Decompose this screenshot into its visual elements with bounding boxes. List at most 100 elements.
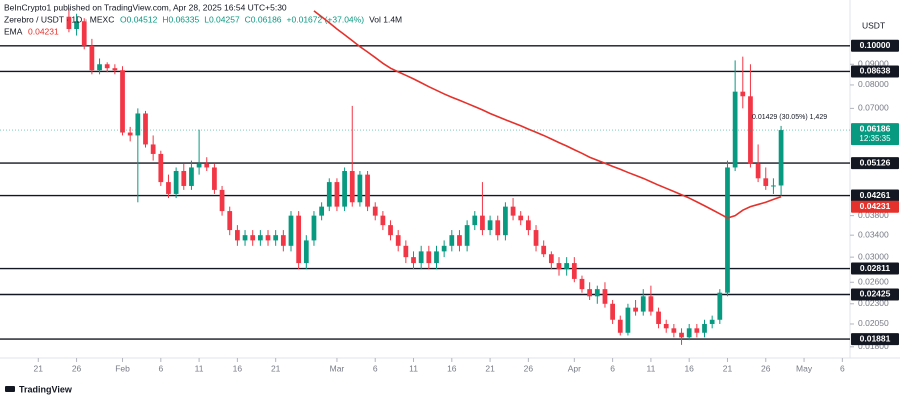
candle-body (74, 21, 79, 30)
candle-body (334, 182, 340, 207)
candle-body (189, 167, 194, 186)
ema-legend-value: 0.04231 (28, 26, 59, 36)
logo-mark (5, 386, 15, 392)
level-label: 0.05126 (860, 157, 891, 167)
candle-body (273, 235, 279, 241)
countdown: 12:35:35 (859, 134, 891, 143)
candle-body (418, 251, 424, 264)
candle-body (633, 307, 638, 312)
candle-body (548, 254, 554, 264)
y-tick-label: 0.03000 (858, 251, 889, 261)
candle-body (694, 328, 700, 333)
candle-body (579, 278, 585, 290)
candle-body (127, 132, 133, 136)
candle-body (235, 230, 240, 241)
candle-body (587, 289, 593, 297)
candle-body (380, 215, 386, 226)
last-price-label: 0.06186 (860, 123, 891, 133)
candle-body (135, 113, 141, 136)
legend-ohlc: +0.01672 (+37.04%) (287, 14, 365, 24)
candle-body (319, 206, 324, 216)
last-price-box (851, 123, 899, 146)
y-tick-label: 0.02300 (858, 298, 889, 308)
candle-body (81, 21, 87, 46)
level-label: 0.02811 (860, 263, 891, 273)
y-tick-label: 0.09000 (858, 59, 889, 69)
x-tick-label: Mar (330, 363, 345, 373)
level-label: 0.10000 (860, 40, 891, 50)
candle-body (541, 245, 547, 255)
x-tick-label: 26 (524, 363, 534, 373)
level-label-box (851, 288, 899, 301)
ema-label-box (851, 200, 899, 213)
y-tick-label: 0.03400 (858, 229, 889, 239)
candle-body (457, 235, 462, 246)
candle-body (372, 206, 378, 216)
x-tick-label: 11 (195, 363, 204, 373)
candle-body (196, 163, 202, 168)
x-tick-label: 16 (684, 363, 694, 373)
candle-body (602, 289, 608, 304)
candle-body (204, 163, 210, 168)
level-label: 0.08638 (860, 66, 891, 76)
x-tick-label: Apr (568, 363, 581, 373)
candle-body (464, 225, 470, 246)
candle-body (158, 153, 164, 183)
candle-body (571, 263, 577, 279)
level-label: 0.02425 (860, 289, 891, 299)
published-note: BeInCrypto1 published on TradingView.com… (4, 2, 287, 12)
candle-body (426, 251, 432, 264)
candle-body (449, 235, 455, 246)
candle-body (686, 328, 692, 338)
x-tick-label: 26 (761, 363, 771, 373)
x-tick-label: 6 (373, 363, 378, 373)
candle-body (533, 230, 539, 246)
candle-body (518, 215, 524, 221)
legend-ohlc: Vol 1.4M (369, 14, 402, 24)
measure-annotation: 0.01429 (30.05%) 1,429 (752, 114, 827, 121)
symbol: Zerebro / USDT · 1D · MEXC (4, 14, 114, 24)
candle-body (679, 332, 684, 338)
candle-body (181, 171, 187, 186)
candle-body (250, 235, 256, 241)
candle-body (487, 220, 493, 231)
ema-legend: EMA (4, 26, 23, 36)
candle-body (66, 16, 72, 30)
candle-body (342, 171, 347, 207)
candle-body (143, 113, 148, 145)
candle-body (112, 68, 118, 71)
candle-body (556, 263, 562, 270)
candle-body (755, 163, 761, 179)
brand-logo: TradingView (5, 384, 73, 394)
candle-body (656, 311, 661, 324)
x-tick-label: 6 (610, 363, 615, 373)
x-tick-label: 6 (158, 363, 163, 373)
candle-body (663, 323, 669, 329)
candle-body (166, 182, 171, 194)
y-tick-label: 0.07000 (858, 103, 889, 113)
candle-body (365, 174, 370, 207)
candle-body (411, 257, 416, 264)
candle-body (257, 235, 263, 241)
candle-body (617, 319, 623, 333)
level-label-box (851, 39, 899, 52)
candle-body (89, 45, 95, 71)
candle-body (640, 296, 646, 312)
candle-body (280, 235, 286, 246)
level-label-box (851, 262, 899, 275)
candle-body (326, 182, 332, 207)
candle-body (357, 174, 363, 203)
candle-body (732, 91, 738, 168)
legend-ohlc: L0.04257 (204, 14, 240, 24)
candle-body (104, 64, 110, 69)
candle-body (395, 235, 401, 246)
y-tick-label: 0.03800 (858, 210, 889, 220)
ema-line (313, 10, 782, 219)
plot-area (0, 8, 850, 345)
candle-body (120, 70, 125, 133)
candle-body (434, 251, 439, 264)
candle-body (441, 245, 447, 252)
